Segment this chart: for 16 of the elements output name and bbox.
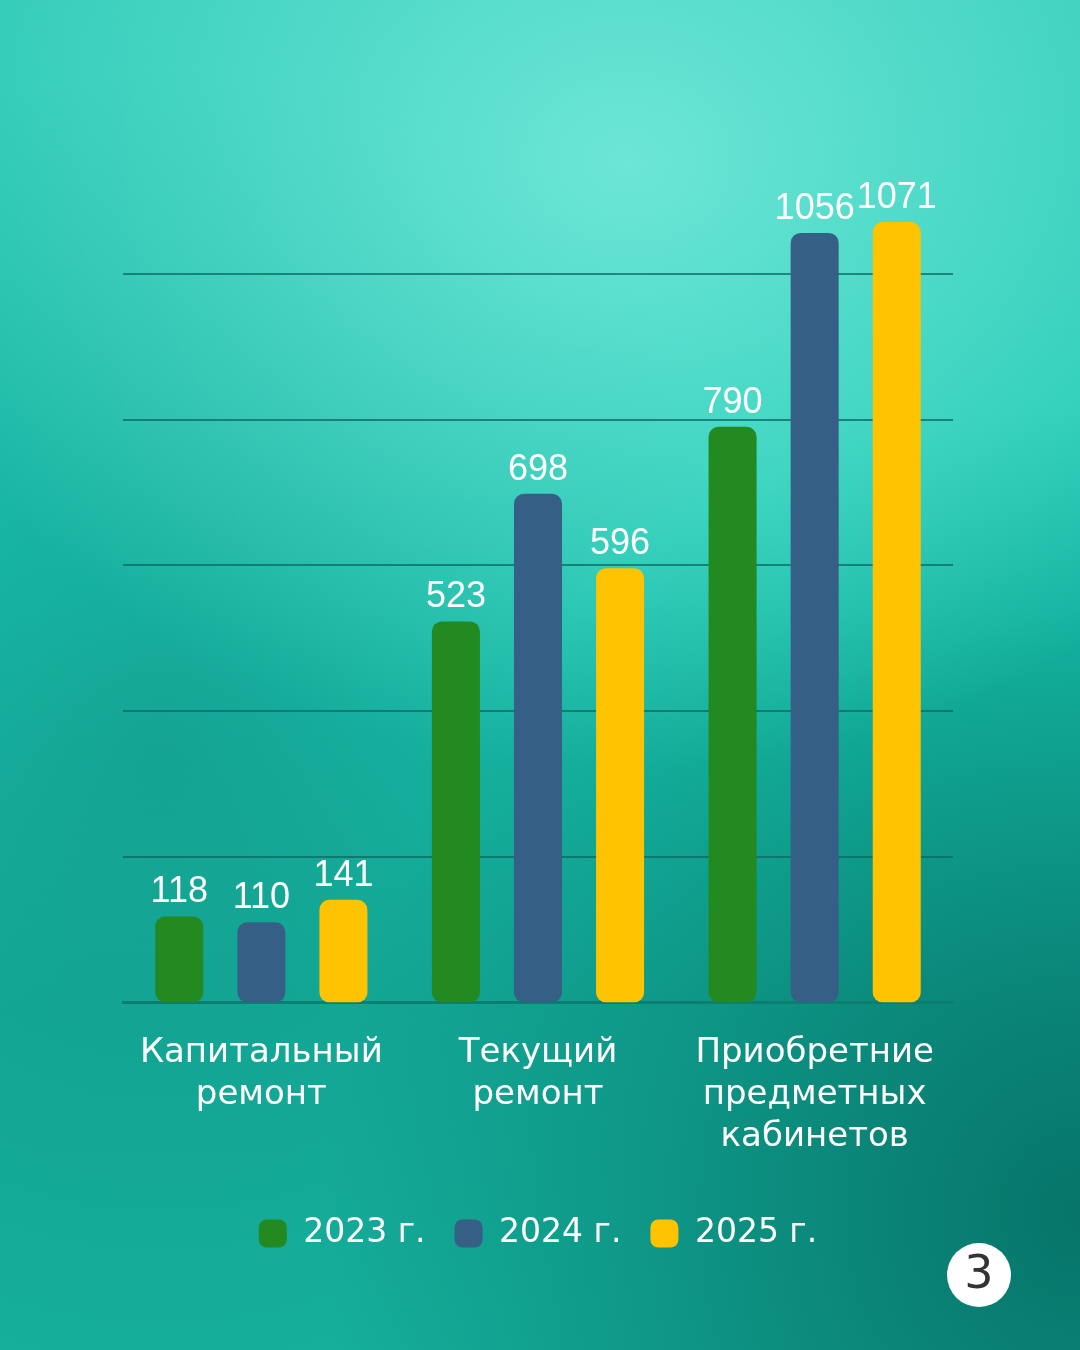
legend-label: 2023 г. [303,1211,426,1251]
legend-label: 2024 г. [499,1211,622,1251]
data-label: 110 [232,875,291,917]
data-label: 1071 [856,174,937,216]
data-label: 1056 [774,185,855,227]
text: 3 [964,1244,994,1299]
data-label: 118 [150,869,208,911]
data-label: 523 [425,574,486,616]
x-tick-label: Капитальный ремонт [139,1030,383,1113]
data-label: 596 [590,521,651,563]
data-label: 141 [313,852,374,894]
data-label: 698 [507,446,569,488]
legend-label: 2025 г. [694,1211,818,1251]
data-label: 790 [702,379,763,421]
x-tick-label: Приобретние предметных кабинетов [695,1030,934,1154]
x-tick-label: Текущий ремонт [457,1030,618,1113]
